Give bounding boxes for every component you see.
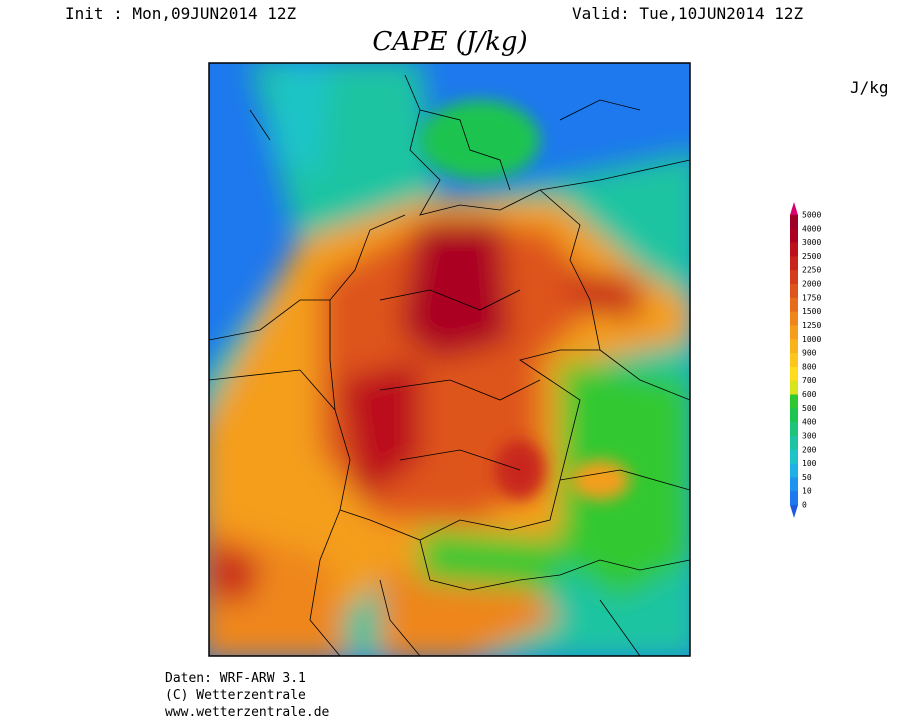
colorbar-label: 400 (802, 418, 817, 427)
colorbar-band (790, 477, 798, 492)
colorbar-label: 1500 (802, 307, 821, 316)
colorbar-band (790, 394, 798, 409)
colorbar-band (790, 449, 798, 464)
colorbar-label: 800 (802, 362, 817, 371)
country-borders (209, 74, 690, 656)
colorbar-band (790, 270, 798, 285)
colorbar-label: 700 (802, 376, 817, 385)
colorbar-band (790, 339, 798, 354)
colorbar-label: 1250 (802, 321, 821, 330)
colorbar-label: 10 (802, 487, 812, 496)
colorbar-cap (790, 202, 798, 215)
colorbar-band (790, 284, 798, 299)
colorbar-band (790, 491, 798, 506)
colorbar-band (790, 242, 798, 257)
map-frame (208, 62, 691, 657)
colorbar-label: 900 (802, 349, 817, 358)
colorbar-label: 2250 (802, 266, 821, 275)
unit-label: J/kg (850, 78, 889, 97)
colorbar-label: 100 (802, 459, 817, 468)
credit-line: (C) Wetterzentrale (165, 688, 306, 703)
cape-field (209, 63, 690, 656)
credit-line: Daten: WRF-ARW 3.1 (165, 671, 306, 686)
map-title: CAPE (J/kg) (372, 27, 527, 57)
colorbar-label: 5000 (802, 211, 821, 220)
colorbar-band (790, 228, 798, 243)
colorbar-band (790, 380, 798, 395)
colorbar-band (790, 435, 798, 451)
colorbar-band (790, 311, 798, 326)
colorbar-label: 1000 (802, 335, 821, 344)
colorbar-label: 200 (802, 445, 817, 454)
colorbar-band (790, 353, 798, 368)
colorbar-label: 0 (802, 501, 807, 510)
valid-time: Valid: Tue,10JUN2014 12Z (572, 4, 804, 23)
colorbar-band (790, 366, 798, 382)
colorbar-band (790, 256, 798, 271)
colorbar-label: 600 (802, 390, 817, 399)
colorbar-band (790, 325, 798, 340)
credit-line: www.wetterzentrale.de (165, 705, 330, 720)
colorbar-label: 500 (802, 404, 817, 413)
colorbar: 5000400030002500225020001750150012501000… (790, 202, 821, 518)
colorbar-label: 50 (802, 473, 812, 482)
colorbar-label: 300 (802, 431, 817, 440)
init-time: Init : Mon,09JUN2014 12Z (65, 4, 297, 23)
colorbar-band (790, 463, 798, 478)
colorbar-label: 1750 (802, 293, 821, 302)
colorbar-cap (790, 505, 798, 518)
colorbar-band (790, 297, 798, 312)
colorbar-band (790, 408, 798, 423)
map (209, 63, 690, 656)
colorbar-band (790, 215, 798, 230)
colorbar-label: 3000 (802, 238, 821, 247)
colorbar-band (790, 422, 798, 437)
colorbar-label: 2000 (802, 280, 821, 289)
colorbar-label: 4000 (802, 224, 821, 233)
colorbar-label: 2500 (802, 252, 821, 261)
